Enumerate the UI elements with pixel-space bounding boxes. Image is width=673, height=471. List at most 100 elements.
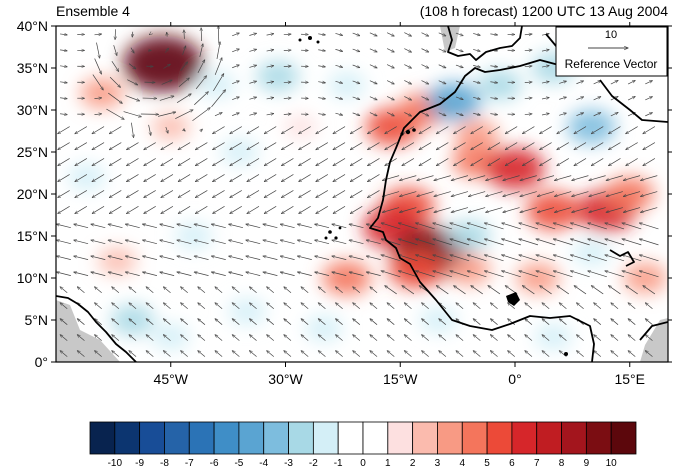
coastline-cameroon [609, 249, 635, 267]
wind-vector [109, 158, 122, 165]
wind-vector [436, 286, 449, 295]
wind-vector [570, 255, 590, 262]
wind-vector [593, 113, 601, 117]
right-title: (108 h forecast) 1200 UTC 13 Aug 2004 [420, 3, 668, 19]
wind-vector [645, 351, 653, 357]
wind-vector [490, 98, 497, 99]
wind-vector [593, 81, 601, 85]
wind-vector [622, 223, 642, 230]
island-azores [308, 36, 312, 40]
wind-vector [367, 158, 380, 165]
wind-vector [404, 335, 412, 341]
wind-vector [318, 287, 326, 294]
wind-vector [433, 271, 453, 278]
wind-vector [333, 206, 346, 213]
wind-vector [645, 113, 652, 117]
wind-vector [56, 272, 71, 276]
wind-vector [503, 175, 520, 181]
wind-vector [455, 112, 463, 116]
wind-vector [77, 351, 85, 357]
wind-vector [417, 191, 434, 197]
wind-vector [404, 64, 411, 69]
x-tick-label: 0° [508, 371, 521, 387]
wind-vector [232, 319, 240, 325]
wind-vector [387, 351, 395, 357]
wind-vector [216, 42, 220, 60]
wind-vector [214, 113, 222, 117]
coastline-africa-west [369, 59, 668, 362]
wind-vector [369, 96, 377, 100]
wind-vector [315, 256, 330, 260]
wind-vector [232, 303, 240, 309]
colorbar-swatch [511, 421, 538, 455]
x-tick-label: 45°W [154, 371, 189, 387]
wind-vector [611, 303, 619, 309]
wind-vector [570, 239, 590, 246]
wind-vector [369, 112, 377, 116]
wind-vector [112, 287, 120, 294]
wind-vector [246, 272, 261, 276]
wind-vector [594, 335, 602, 341]
wind-vector [161, 80, 172, 85]
wind-vector [301, 335, 309, 341]
wind-vector [229, 272, 244, 276]
colorbar-swatch [337, 421, 364, 455]
wind-vector [490, 319, 498, 325]
wind-vector [315, 272, 330, 276]
wind-vector [559, 81, 566, 84]
anomaly-cell [123, 35, 204, 92]
wind-vector [366, 224, 381, 229]
island-cape-verde [324, 236, 328, 240]
wind-vector [541, 82, 549, 84]
wind-vector [471, 286, 483, 295]
wind-vector [436, 142, 449, 150]
wind-vector [402, 142, 415, 150]
wind-vector [594, 303, 602, 309]
wind-vector [58, 190, 70, 197]
colorbar-label: -10 [108, 458, 123, 469]
wind-vector [421, 64, 429, 68]
wind-vector [146, 303, 154, 309]
wind-vector [589, 207, 606, 213]
wind-vector [283, 114, 291, 115]
wind-vector [249, 351, 257, 357]
colorbar-label: -1 [334, 458, 343, 469]
anomaly-cell [388, 250, 443, 289]
wind-vector [178, 142, 191, 150]
colorbar: -10 -9 -8 -7 -6 -5 -4 -3 -2 -1 0 1 2 3 4 5 6 7 8 9 10 [89, 421, 637, 469]
wind-vector [467, 271, 487, 278]
wind-vector [541, 97, 549, 99]
wind-vector [56, 224, 71, 229]
wind-vector [194, 92, 208, 106]
wind-vector [333, 174, 346, 181]
wind-vector [316, 142, 329, 150]
wind-vector [404, 32, 411, 37]
wind-vector [484, 255, 504, 262]
wind-vector [109, 174, 122, 181]
anomaly-cell [228, 298, 267, 326]
wind-vector [433, 223, 453, 230]
colorbar-label: 7 [534, 458, 540, 469]
wind-vector [438, 32, 446, 36]
island-canaries [405, 129, 411, 135]
wind-vector [386, 32, 394, 37]
wind-vector [622, 239, 642, 246]
anomaly-cell [477, 69, 522, 101]
wind-vector [301, 319, 309, 325]
wind-vector [58, 206, 70, 213]
wind-vector [381, 239, 401, 246]
wind-vector [94, 287, 102, 294]
colorbar-label: -9 [135, 458, 144, 469]
wind-vector [183, 129, 185, 131]
wind-vector [627, 80, 635, 85]
wind-vector [419, 142, 432, 150]
wind-vector [247, 190, 260, 197]
wind-vector [502, 255, 521, 262]
wind-vector [385, 286, 397, 295]
wind-vector [232, 81, 239, 85]
wind-vector [198, 319, 206, 325]
wind-vector [123, 111, 142, 117]
wind-vector [490, 34, 497, 35]
wind-vector [194, 240, 209, 245]
wind-vector [318, 114, 325, 115]
